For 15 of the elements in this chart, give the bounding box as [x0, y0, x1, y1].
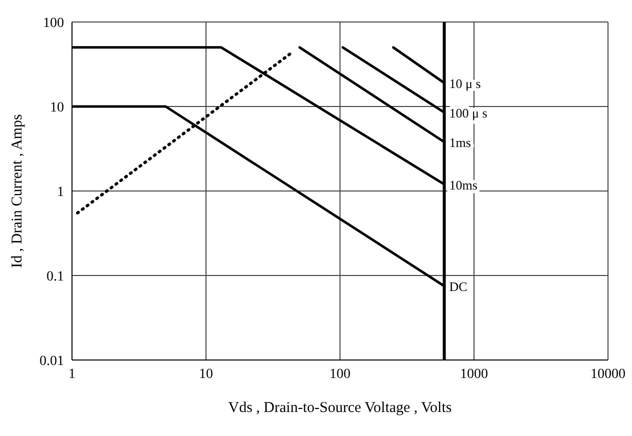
x-tick-label: 10: [199, 366, 213, 382]
series-label: DC: [449, 279, 468, 294]
y-tick-label: 100: [43, 16, 64, 31]
y-tick-label: 0.01: [40, 354, 64, 369]
x-tick-label: 1000: [460, 366, 488, 382]
x-tick-label: 100: [330, 366, 350, 382]
y-tick-label: 0.1: [46, 269, 64, 284]
x-axis-title: Vds , Drain-to-Source Voltage , Volts: [228, 400, 452, 416]
y-axis-title: Id , Drain Current , Amps: [9, 114, 26, 268]
y-tick-label: 1: [57, 184, 64, 200]
y-tick-label: 10: [50, 100, 64, 116]
series-label: 10 μ s: [449, 76, 481, 91]
x-tick-label: 1: [68, 366, 76, 382]
series-label: 1ms: [449, 135, 471, 150]
x-tick-label: 10000: [590, 366, 626, 382]
